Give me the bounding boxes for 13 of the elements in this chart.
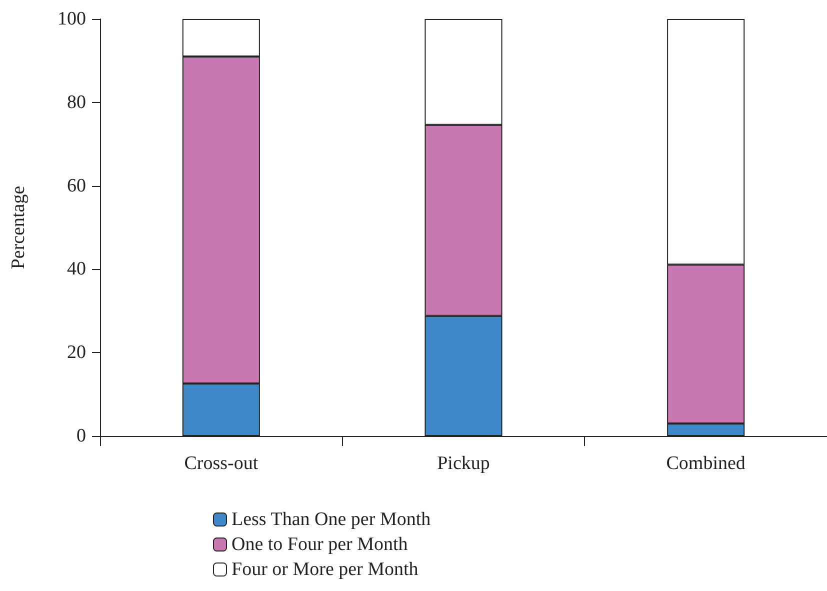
y-tick-label: 0 bbox=[76, 426, 86, 446]
legend-label: Four or More per Month bbox=[232, 559, 419, 580]
x-tick-label: Combined bbox=[666, 453, 746, 474]
y-tick-label: 20 bbox=[67, 342, 86, 364]
y-axis-title: Percentage bbox=[8, 186, 29, 270]
legend-label: One to Four per Month bbox=[232, 534, 408, 555]
legend-label: Less Than One per Month bbox=[232, 509, 432, 530]
y-tick-label: 40 bbox=[67, 258, 86, 280]
x-tick-label: Cross-out bbox=[184, 453, 259, 474]
x-tick-label: Pickup bbox=[437, 453, 490, 474]
y-tick-label: 100 bbox=[58, 8, 86, 30]
y-tick-label: 80 bbox=[67, 92, 86, 113]
y-tick-label: 60 bbox=[67, 175, 86, 196]
